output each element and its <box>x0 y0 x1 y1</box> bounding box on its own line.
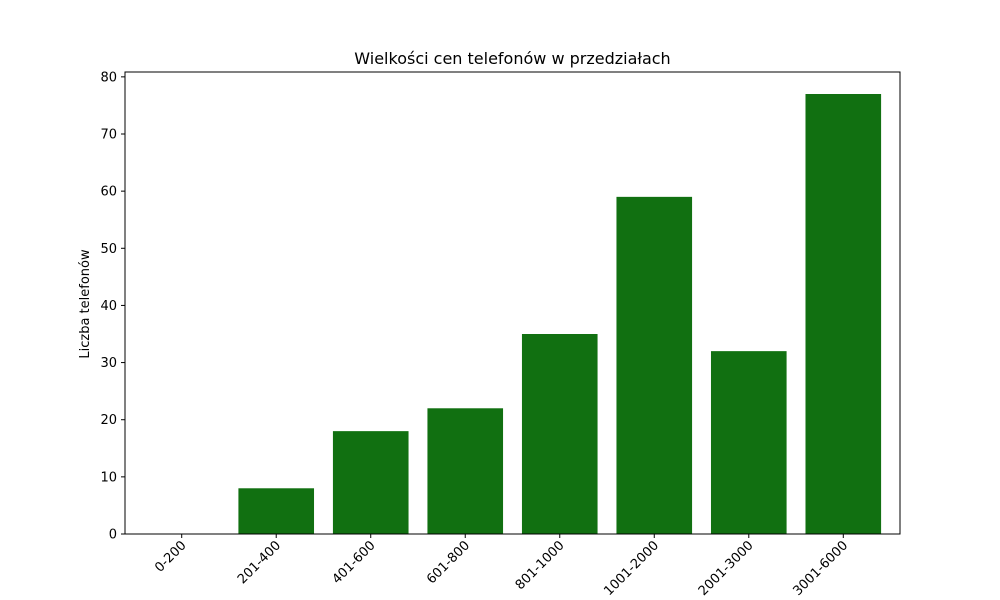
y-axis-label: Liczba telefonów <box>78 249 93 359</box>
y-tick-label: 50 <box>100 242 117 257</box>
x-tick-label: 0-200 <box>152 538 189 575</box>
y-axis-ticks: 0 10 20 30 40 50 60 70 80 <box>100 70 125 543</box>
bar-601-800 <box>427 408 504 534</box>
x-tick-label: 3001-6000 <box>790 538 851 599</box>
x-tick-label: 401-600 <box>330 538 379 587</box>
bar-401-600 <box>332 431 409 534</box>
y-tick-label: 30 <box>100 356 117 371</box>
y-tick-label: 0 <box>109 528 117 543</box>
x-axis-ticks: 0-200 201-400 401-600 601-800 801-1000 1001-2… <box>152 534 851 599</box>
y-tick-label: 80 <box>100 70 117 85</box>
x-tick-label: 801-1000 <box>513 538 568 593</box>
x-tick-label: 2001-3000 <box>696 538 757 599</box>
bars-group <box>238 94 882 534</box>
bar-2001-3000 <box>710 351 787 534</box>
x-tick-label: 201-400 <box>235 538 284 587</box>
plot-frame <box>124 71 901 535</box>
bar-3001-6000 <box>805 94 882 534</box>
bar-201-400 <box>238 488 315 534</box>
chart-title: Wielkości cen telefonów w przedziałach <box>354 49 670 68</box>
y-tick-label: 40 <box>100 299 117 314</box>
y-tick-label: 60 <box>100 185 117 200</box>
x-tick-label: 601-800 <box>424 538 473 587</box>
y-tick-label: 10 <box>100 470 117 485</box>
y-tick-label: 20 <box>100 413 117 428</box>
y-tick-label: 70 <box>100 128 117 143</box>
bar-1001-2000 <box>616 196 693 534</box>
bar-801-1000 <box>521 334 598 534</box>
x-tick-label: 1001-2000 <box>601 538 662 599</box>
